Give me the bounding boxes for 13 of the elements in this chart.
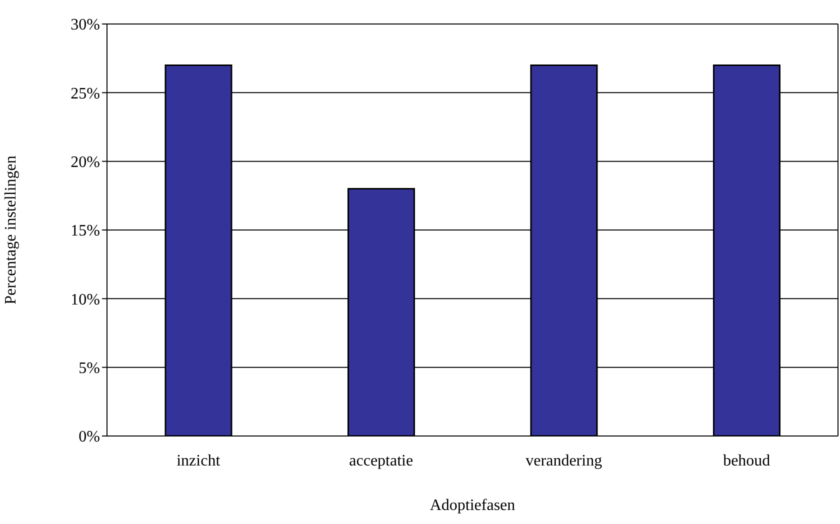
y-tick-label: 25% — [70, 85, 100, 102]
y-tick-label: 15% — [70, 222, 100, 240]
x-axis-title: Adoptiefasen — [430, 497, 516, 514]
y-tick-label: 5% — [78, 360, 100, 378]
x-tick-label: verandering — [526, 452, 602, 470]
x-tick-label: acceptatie — [349, 452, 414, 470]
y-tick-label: 20% — [70, 154, 100, 172]
y-tick-label: 10% — [70, 291, 100, 308]
y-tick-label: 30% — [70, 16, 100, 34]
y-axis-title: Percentage instellingen — [2, 156, 20, 304]
y-tick-label: 0% — [78, 428, 100, 446]
x-tick-label: inzicht — [176, 452, 221, 470]
x-tick-label: behoud — [723, 452, 770, 470]
